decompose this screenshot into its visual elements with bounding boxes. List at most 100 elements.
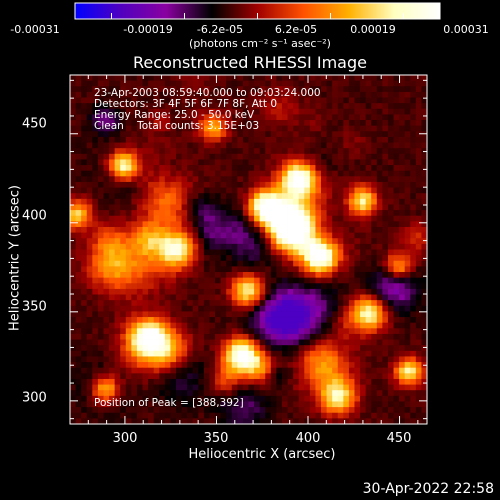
heatmap-cell xyxy=(259,198,266,205)
heatmap-cell xyxy=(86,333,93,340)
heatmap-cell xyxy=(97,114,104,121)
heatmap-cell xyxy=(86,142,93,149)
heatmap-cell xyxy=(109,215,116,222)
heatmap-cell xyxy=(198,249,205,256)
heatmap-cell xyxy=(142,148,149,155)
heatmap-cell xyxy=(198,120,205,127)
heatmap-cell xyxy=(226,260,233,267)
heatmap-cell xyxy=(415,181,422,188)
heatmap-cell xyxy=(348,142,355,149)
heatmap-cell xyxy=(276,249,283,256)
heatmap-cell xyxy=(371,142,378,149)
heatmap-cell xyxy=(92,221,99,228)
heatmap-cell xyxy=(293,350,300,357)
heatmap-cell xyxy=(131,170,138,177)
heatmap-cell xyxy=(170,277,177,284)
heatmap-cell xyxy=(287,362,294,369)
heatmap-cell xyxy=(270,367,277,374)
heatmap-cell xyxy=(276,142,283,149)
heatmap-cell xyxy=(142,181,149,188)
heatmap-cell xyxy=(209,108,216,115)
heatmap-cell xyxy=(181,378,188,385)
heatmap-cell xyxy=(371,97,378,104)
heatmap-cell xyxy=(198,362,205,369)
heatmap-cell xyxy=(270,362,277,369)
heatmap-cell xyxy=(365,390,372,397)
heatmap-cell xyxy=(75,272,82,279)
heatmap-cell xyxy=(281,181,288,188)
heatmap-cell xyxy=(242,165,249,172)
heatmap-cell xyxy=(298,339,305,346)
heatmap-cell xyxy=(198,75,205,82)
heatmap-cell xyxy=(215,97,222,104)
heatmap-cell xyxy=(97,367,104,374)
heatmap-cell xyxy=(376,322,383,329)
heatmap-cell xyxy=(209,86,216,93)
heatmap-cell xyxy=(92,131,99,138)
heatmap-cell xyxy=(136,395,143,402)
heatmap-cell xyxy=(75,210,82,217)
heatmap-cell xyxy=(120,305,127,312)
heatmap-cell xyxy=(348,204,355,211)
heatmap-cell xyxy=(198,181,205,188)
heatmap-cell xyxy=(287,322,294,329)
heatmap-cell xyxy=(170,283,177,290)
heatmap-cell xyxy=(242,181,249,188)
heatmap-cell xyxy=(81,91,88,98)
heatmap-cell xyxy=(203,187,210,194)
heatmap-cell xyxy=(387,255,394,262)
heatmap-cell xyxy=(371,221,378,228)
heatmap-cell xyxy=(170,75,177,82)
heatmap-cell xyxy=(248,136,255,143)
heatmap-cell xyxy=(92,294,99,301)
heatmap-cell xyxy=(315,339,322,346)
heatmap-cell xyxy=(170,305,177,312)
heatmap-cell xyxy=(231,407,238,414)
heatmap-cell xyxy=(376,272,383,279)
heatmap-cell xyxy=(125,300,132,307)
heatmap-cell xyxy=(254,91,261,98)
heatmap-cell xyxy=(231,255,238,262)
heatmap-cell xyxy=(343,120,350,127)
heatmap-cell xyxy=(231,238,238,245)
heatmap-cell xyxy=(226,165,233,172)
heatmap-cell xyxy=(387,204,394,211)
heatmap-cell xyxy=(337,362,344,369)
heatmap-cell xyxy=(215,210,222,217)
heatmap-cell xyxy=(215,311,222,318)
heatmap-cell xyxy=(281,125,288,132)
heatmap-cell xyxy=(399,305,406,312)
heatmap-cell xyxy=(326,187,333,194)
heatmap-cell xyxy=(254,136,261,143)
heatmap-cell xyxy=(270,210,277,217)
heatmap-cell xyxy=(354,86,361,93)
heatmap-cell xyxy=(281,238,288,245)
heatmap-cell xyxy=(70,412,76,419)
heatmap-cell xyxy=(109,395,116,402)
heatmap-cell xyxy=(376,120,383,127)
heatmap-cell xyxy=(376,249,383,256)
heatmap-cell xyxy=(81,187,88,194)
heatmap-cell xyxy=(326,170,333,177)
heatmap-cell xyxy=(287,108,294,115)
heatmap-cell xyxy=(203,401,210,408)
heatmap-cell xyxy=(170,317,177,324)
plot-frame xyxy=(69,74,428,425)
heatmap-cell xyxy=(254,226,261,234)
heatmap-cell xyxy=(365,215,372,222)
heatmap-cell xyxy=(120,294,127,301)
heatmap-cell xyxy=(382,367,389,374)
heatmap-cell xyxy=(382,226,389,234)
heatmap-cell xyxy=(259,345,266,352)
heatmap-cell xyxy=(354,176,361,183)
heatmap-cell xyxy=(237,243,244,250)
heatmap-cell xyxy=(209,103,216,110)
heatmap-cell xyxy=(159,311,166,318)
heatmap-cell xyxy=(387,91,394,98)
heatmap-cell xyxy=(120,272,127,279)
heatmap-cell xyxy=(393,204,400,211)
heatmap-cell xyxy=(309,204,316,211)
heatmap-cell xyxy=(215,322,222,329)
heatmap-cell xyxy=(120,86,127,93)
heatmap-cell xyxy=(70,187,76,194)
